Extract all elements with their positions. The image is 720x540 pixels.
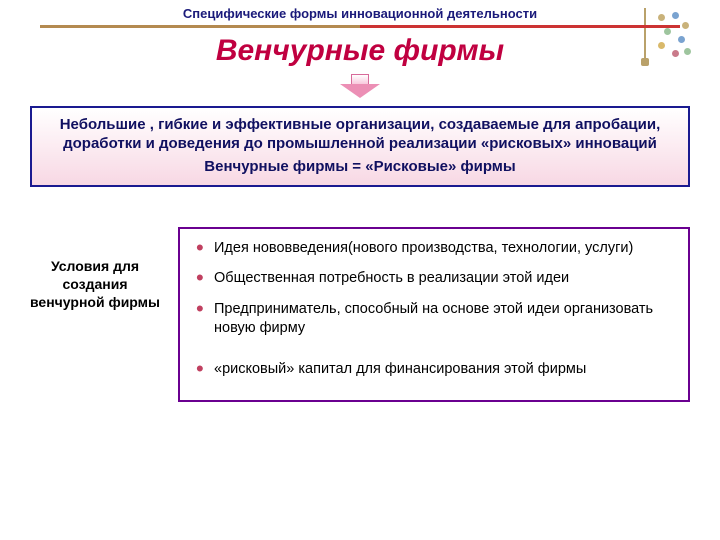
definition-box: Небольшие , гибкие и эффективные организ… — [30, 106, 690, 187]
header: Специфические формы инновационной деятел… — [0, 0, 720, 98]
conditions-list: Идея нововведения(нового производства, т… — [196, 239, 672, 369]
arrow-down-icon — [340, 74, 380, 98]
list-item: Предприниматель, способный на основе это… — [196, 300, 672, 338]
conditions-box: Идея нововведения(нового производства, т… — [178, 227, 690, 402]
list-item: Общественная потребность в реализации эт… — [196, 269, 672, 288]
conditions-label: Условия для создания венчурной фирмы — [30, 227, 160, 312]
conditions-row: Условия для создания венчурной фирмы Иде… — [30, 227, 690, 402]
header-stripe — [40, 25, 680, 28]
definition-text: Небольшие , гибкие и эффективные организ… — [46, 116, 674, 154]
list-item: Идея нововведения(нового производства, т… — [196, 239, 672, 258]
list-item: «рисковый» капитал для финансирования эт… — [196, 360, 672, 379]
page-title: Венчурные фирмы — [0, 34, 720, 68]
definition-equation: Венчурные фирмы = «Рисковые» фирмы — [46, 158, 674, 175]
page-subtitle: Специфические формы инновационной деятел… — [0, 6, 720, 21]
